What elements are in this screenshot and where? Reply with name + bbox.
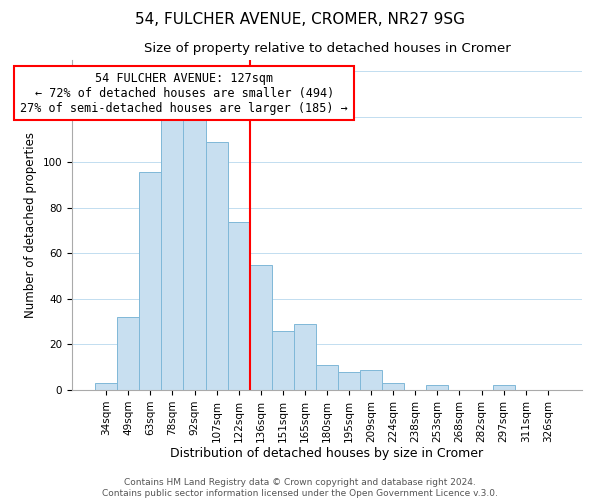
Text: 54 FULCHER AVENUE: 127sqm
← 72% of detached houses are smaller (494)
27% of semi: 54 FULCHER AVENUE: 127sqm ← 72% of detac… [20, 72, 348, 114]
Text: 54, FULCHER AVENUE, CROMER, NR27 9SG: 54, FULCHER AVENUE, CROMER, NR27 9SG [135, 12, 465, 28]
Bar [382, 383, 404, 390]
Bar [184, 88, 206, 390]
Bar [294, 324, 316, 390]
Bar [360, 370, 382, 390]
Bar [117, 317, 139, 390]
Bar [250, 265, 272, 390]
Bar [161, 88, 184, 390]
Bar [338, 372, 360, 390]
Bar [272, 331, 294, 390]
Bar [139, 172, 161, 390]
Y-axis label: Number of detached properties: Number of detached properties [24, 132, 37, 318]
Bar [427, 386, 448, 390]
Text: Contains HM Land Registry data © Crown copyright and database right 2024.
Contai: Contains HM Land Registry data © Crown c… [102, 478, 498, 498]
X-axis label: Distribution of detached houses by size in Cromer: Distribution of detached houses by size … [170, 448, 484, 460]
Bar [493, 386, 515, 390]
Bar [206, 142, 227, 390]
Title: Size of property relative to detached houses in Cromer: Size of property relative to detached ho… [143, 42, 511, 54]
Bar [95, 383, 117, 390]
Bar [316, 365, 338, 390]
Bar [227, 222, 250, 390]
